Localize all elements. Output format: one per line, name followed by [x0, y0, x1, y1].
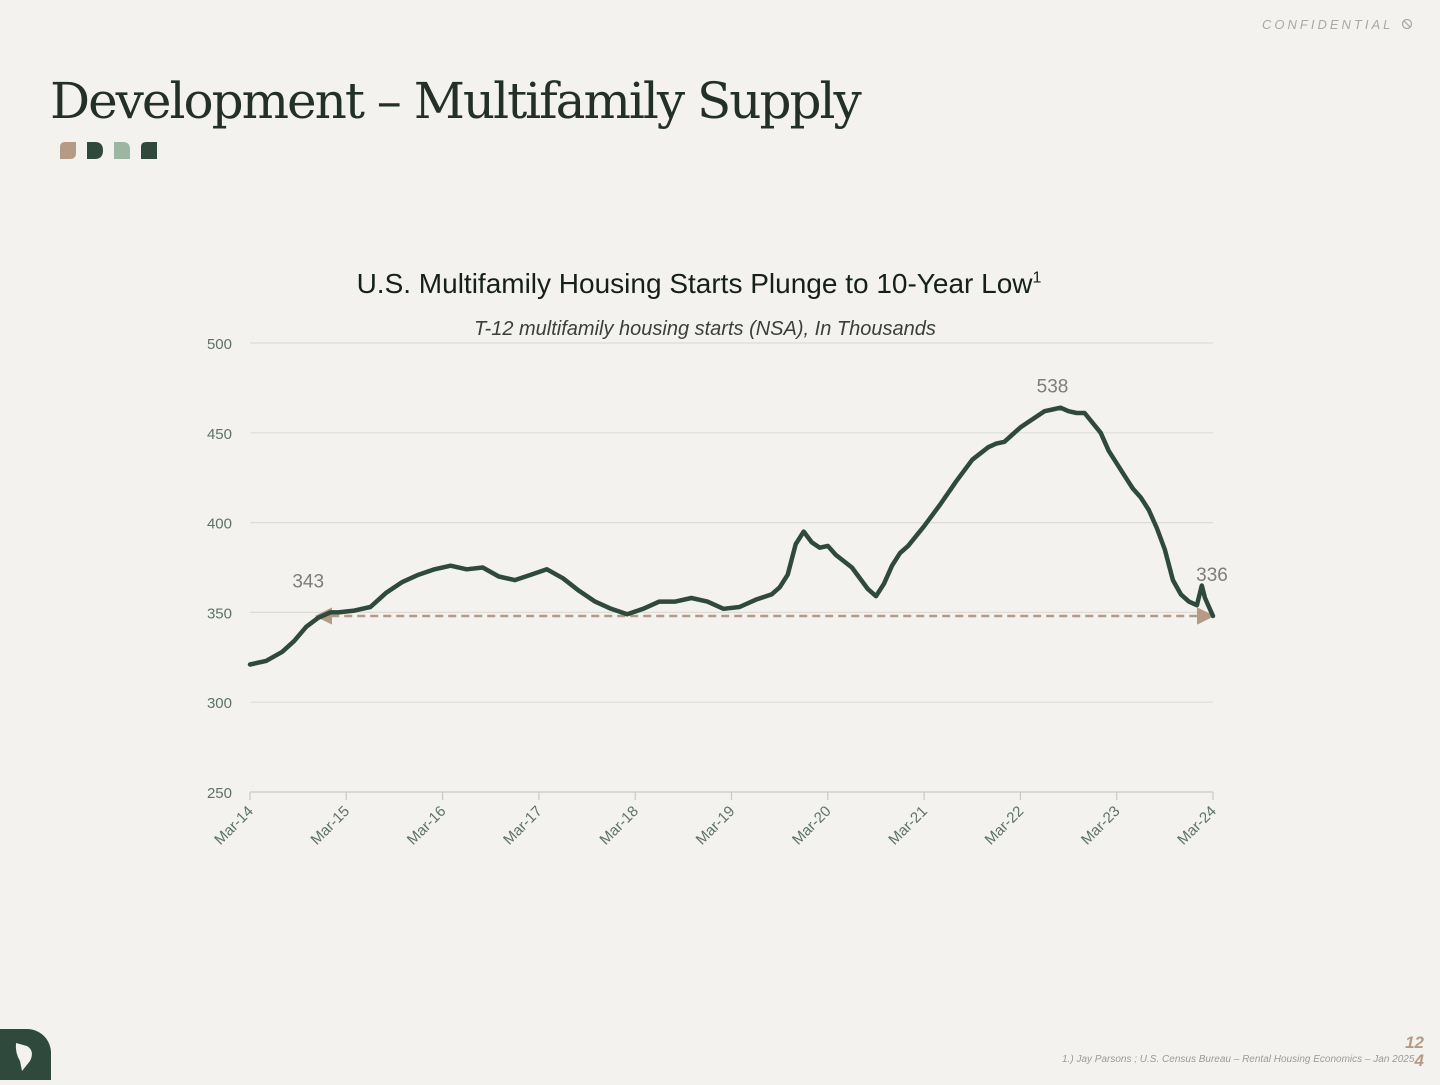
series-group	[247, 405, 1216, 667]
chart-title-footnote-marker: 1	[1032, 269, 1042, 287]
x-tick-label: Mar-17	[500, 803, 546, 849]
y-tick-label: 300	[207, 695, 232, 712]
x-tick-label: Mar-22	[982, 803, 1028, 849]
x-tick-label: Mar-19	[693, 803, 739, 849]
y-tick-label: 250	[207, 785, 232, 802]
prohibited-icon	[1401, 18, 1413, 30]
data-label: 336	[1196, 565, 1228, 586]
confidential-label: CONFIDENTIAL	[1262, 17, 1394, 32]
page-number: 12 4	[1400, 1034, 1424, 1070]
x-tick-label: Mar-15	[308, 803, 354, 849]
x-tick-label: Mar-21	[885, 803, 931, 849]
leaf-dark-icon	[141, 142, 157, 159]
page-title: Development – Multifamily Supply	[50, 72, 862, 130]
x-axis: Mar-14 Mar-15 Mar-16 Mar-17 Mar-18 Mar-19 Mar-…	[211, 792, 1220, 848]
page-number-line1: 12	[1405, 1033, 1424, 1052]
source-footnote: 1.) Jay Parsons ; U.S. Census Bureau – R…	[1062, 1054, 1415, 1065]
y-tick-label: 500	[207, 336, 232, 353]
x-tick-label: Mar-14	[211, 803, 257, 849]
y-tick-label: 450	[207, 426, 232, 443]
chart-title-text: U.S. Multifamily Housing Starts Plunge t…	[356, 268, 1033, 299]
page-number-line2: 4	[1414, 1051, 1424, 1070]
data-label: 538	[1037, 376, 1069, 397]
logo-tab	[0, 1029, 51, 1080]
x-tick-label: Mar-18	[596, 803, 642, 849]
chart-subtitle: T-12 multifamily housing starts (NSA), I…	[474, 318, 936, 340]
data-label: 343	[292, 571, 324, 592]
chart-title: U.S. Multifamily Housing Starts Plunge t…	[0, 268, 1398, 300]
y-tick-label: 350	[207, 605, 232, 622]
y-tick-label: 400	[207, 516, 232, 533]
x-tick-label: Mar-24	[1174, 803, 1220, 849]
x-tick-label: Mar-23	[1078, 803, 1124, 849]
company-logo-icon	[15, 1043, 32, 1071]
leaf-dark-icon	[87, 142, 103, 159]
y-axis: 250 300 350 400 450 500	[207, 336, 232, 802]
leaf-sage-icon	[114, 142, 130, 159]
annotations: 343 538 336	[292, 376, 1228, 592]
series-line	[247, 405, 1216, 667]
leaf-tan-icon	[60, 142, 76, 159]
x-tick-label: Mar-16	[404, 803, 450, 849]
brand-leaf-row	[60, 142, 157, 159]
x-tick-label: Mar-20	[789, 803, 835, 849]
